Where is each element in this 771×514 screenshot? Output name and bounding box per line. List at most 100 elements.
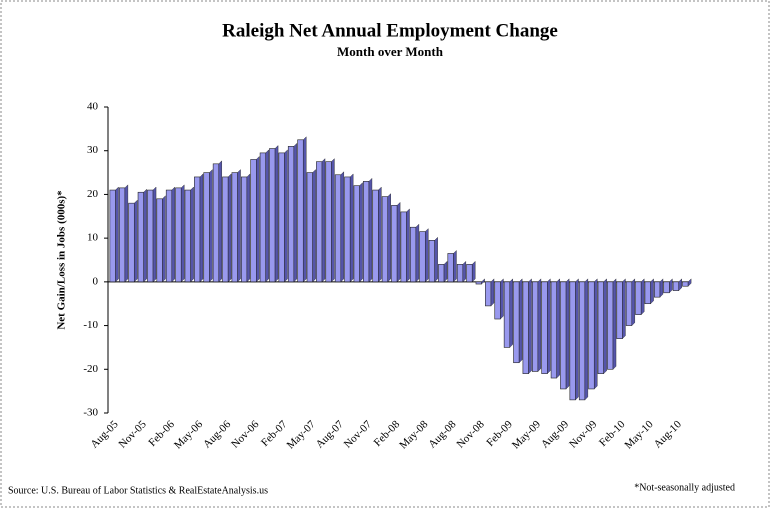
bar-side	[537, 278, 542, 372]
bar	[391, 205, 398, 283]
bar-side	[293, 142, 298, 283]
bar	[682, 281, 689, 287]
bar-side	[565, 278, 570, 390]
bar	[316, 161, 323, 283]
bar-side	[584, 278, 589, 401]
bar	[381, 196, 389, 283]
note: *Not-seasonally adjusted	[634, 482, 735, 493]
bar	[663, 281, 670, 294]
bar	[128, 202, 135, 283]
bar-side	[575, 278, 579, 401]
bar	[203, 172, 210, 283]
source: Source: U.S. Bureau of Labor Statistics …	[8, 485, 268, 496]
bar	[635, 281, 642, 315]
bar	[156, 198, 163, 283]
y-tick-label: 40	[87, 101, 99, 113]
bar	[625, 281, 633, 326]
bar	[184, 189, 191, 283]
bar-side	[528, 278, 532, 375]
bar-side	[490, 278, 495, 307]
bar	[597, 281, 604, 374]
bar	[438, 264, 445, 283]
bar	[588, 281, 595, 390]
bar-side	[162, 195, 166, 283]
bar-side	[443, 260, 448, 283]
bar	[475, 281, 482, 285]
bar-side	[209, 169, 213, 283]
bar-side	[453, 249, 457, 283]
bar-side	[265, 149, 269, 283]
bar	[485, 281, 492, 307]
bar	[165, 189, 173, 283]
y-tick-label: 30	[87, 144, 99, 156]
bar	[278, 152, 285, 283]
bar-side	[640, 278, 645, 316]
bar	[466, 264, 473, 283]
bar-side	[171, 186, 176, 283]
bar	[109, 189, 116, 283]
bar	[287, 146, 295, 283]
bar-side	[481, 278, 485, 285]
bar	[522, 281, 529, 374]
bar	[531, 281, 539, 372]
y-tick-label: -30	[83, 407, 98, 419]
bar	[560, 281, 567, 390]
bar	[503, 281, 511, 348]
y-axis-label: Net Gain/Loss in Jobs (000s)*	[56, 190, 68, 330]
bar	[175, 187, 182, 283]
bar-side	[218, 160, 222, 283]
bar	[607, 281, 614, 370]
bar-side	[547, 278, 551, 375]
bar	[400, 211, 407, 283]
bar-side	[124, 184, 129, 283]
bar-side	[237, 169, 241, 283]
bar-side	[650, 278, 654, 305]
bar-side	[415, 223, 420, 283]
bar	[118, 187, 126, 283]
bar-side	[518, 278, 523, 364]
bar-side	[143, 188, 147, 283]
chart-title: Raleigh Net Annual Employment Change	[222, 20, 558, 41]
bar-side	[434, 236, 438, 283]
bar-side	[462, 260, 467, 283]
y-tick-label: -10	[83, 319, 98, 331]
bar	[616, 281, 623, 339]
bar-side	[687, 278, 692, 287]
bar-side	[678, 278, 682, 292]
chart-subtitle: Month over Month	[337, 44, 444, 59]
bar	[419, 231, 426, 283]
bar	[569, 281, 576, 401]
bar	[654, 281, 661, 298]
bar	[259, 152, 267, 283]
y-tick-label: -20	[83, 363, 98, 375]
bar-side	[274, 145, 279, 283]
bar-side	[556, 278, 560, 379]
bar-side	[340, 171, 344, 283]
bar-side	[321, 158, 326, 283]
bar-side	[181, 184, 185, 283]
bar	[212, 163, 220, 283]
bar-side	[284, 149, 288, 283]
bar-side	[256, 155, 260, 283]
bar	[372, 189, 379, 283]
bar	[644, 281, 651, 305]
bar	[269, 148, 276, 283]
bar	[240, 176, 248, 283]
bar-side	[331, 158, 335, 283]
bar-side	[396, 201, 401, 283]
bar-side	[368, 177, 373, 283]
bar-side	[312, 169, 316, 283]
bar-side	[199, 173, 204, 283]
bar-side	[303, 136, 307, 283]
bar	[334, 174, 342, 283]
bar	[456, 264, 464, 283]
bar-side	[227, 173, 232, 283]
bar-side	[659, 278, 664, 298]
bar	[513, 281, 520, 364]
bar-side	[152, 186, 157, 283]
bar	[428, 240, 435, 283]
bar-side	[134, 199, 138, 283]
bar	[297, 139, 304, 283]
y-tick-label: 10	[87, 232, 99, 244]
